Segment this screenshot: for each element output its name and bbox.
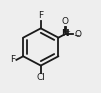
Text: +: +	[64, 29, 70, 36]
Text: F: F	[11, 55, 16, 64]
Text: O: O	[62, 17, 69, 26]
Text: Cl: Cl	[36, 73, 45, 82]
Text: F: F	[38, 11, 43, 20]
Text: −: −	[73, 31, 80, 40]
Text: N: N	[62, 29, 69, 38]
Text: O: O	[74, 30, 81, 39]
